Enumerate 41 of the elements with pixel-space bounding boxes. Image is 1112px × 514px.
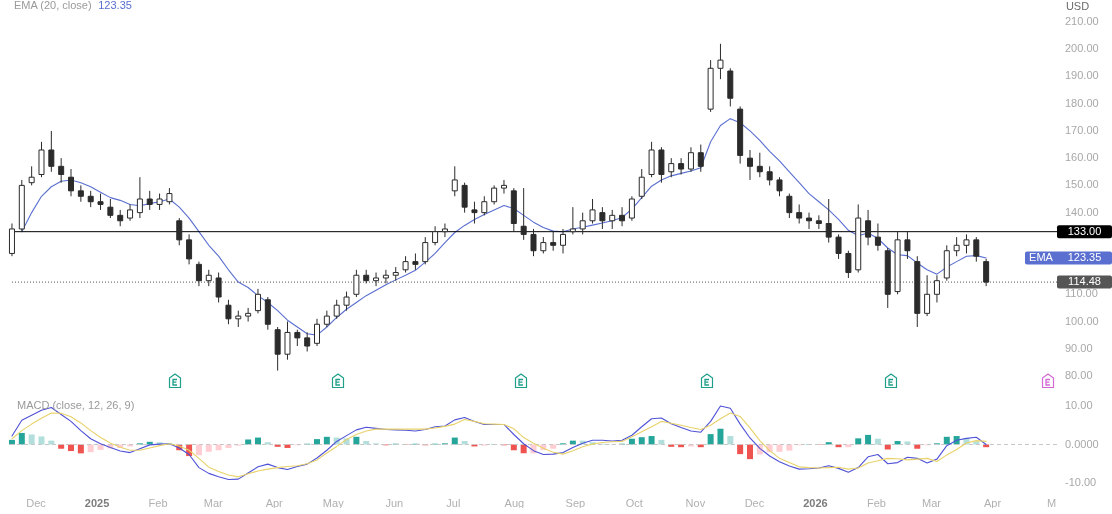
y-tick-label: -10.00 xyxy=(1065,476,1097,488)
x-tick-label: Sep xyxy=(565,496,586,509)
x-tick-label: Feb xyxy=(866,496,886,509)
text: EMA xyxy=(1029,250,1054,263)
y-tick-label: 210.00 xyxy=(1065,15,1099,27)
y-tick-label: 80.00 xyxy=(1065,369,1093,381)
x-tick-label: Apr xyxy=(265,496,284,509)
x-tick-label: Mar xyxy=(203,496,224,509)
y-tick-label: 110.00 xyxy=(1065,287,1098,300)
x-tick-label: Mar xyxy=(922,496,942,509)
y-tick-label: 170.00 xyxy=(1065,123,1099,136)
ref-line-label: 133.00 xyxy=(1067,224,1102,237)
x-tick-label: Jul xyxy=(446,496,461,509)
x-tick-label: Jun xyxy=(385,496,404,509)
x-tick-label: Nov xyxy=(685,496,706,509)
text: 123.35 xyxy=(1067,250,1102,263)
x-tick-label: 2025 xyxy=(84,496,110,509)
x-tick-label: Dec xyxy=(26,496,47,509)
chart-title: EMA (20, close) xyxy=(14,0,92,11)
y-tick-label: 150.00 xyxy=(1065,178,1099,191)
y-tick-label: 180.00 xyxy=(1065,96,1099,109)
x-tick-label: Feb xyxy=(148,496,168,509)
x-tick-label: Dec xyxy=(744,496,765,509)
y-tick-label: 0.0000 xyxy=(1065,437,1099,450)
x-tick-label: Apr xyxy=(983,496,1002,509)
y-tick-label: 10.00 xyxy=(1065,399,1093,411)
y-tick-label: 160.00 xyxy=(1065,151,1099,164)
y-axis-title: USD xyxy=(1065,0,1090,12)
y-tick-label: 140.00 xyxy=(1065,205,1099,218)
ref-line-label: 114.48 xyxy=(1068,275,1101,288)
chart-title: MACD (close, 12, 26, 9) xyxy=(17,399,135,411)
x-tick-label: Oct xyxy=(625,496,643,509)
y-tick-label: 190.00 xyxy=(1065,69,1099,82)
chart-subtitle: 123.35 xyxy=(98,0,132,11)
x-tick-label: May xyxy=(322,496,345,509)
y-tick-label: 100.00 xyxy=(1065,314,1099,327)
x-tick-label: 2026 xyxy=(803,496,828,509)
x-tick-label: M xyxy=(1047,496,1057,509)
x-tick-label: Aug xyxy=(504,496,525,509)
y-tick-label: 200.00 xyxy=(1065,42,1099,55)
y-tick-label: 90.00 xyxy=(1065,341,1093,354)
